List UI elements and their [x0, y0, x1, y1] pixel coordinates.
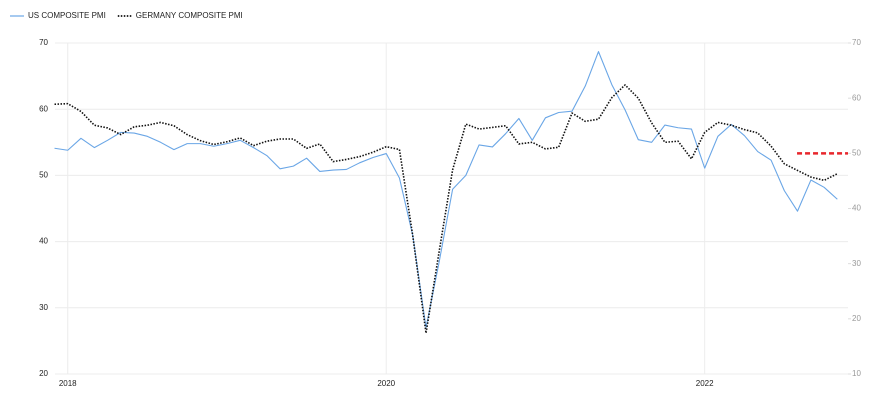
x-tick-label: 2018	[59, 379, 77, 388]
y2-tick-label: 40	[852, 204, 861, 213]
y-tick-label: 30	[39, 303, 48, 312]
series-line	[54, 51, 838, 329]
x-tick-label: 2020	[377, 379, 395, 388]
y-tick-label: 50	[39, 171, 48, 180]
y2-tick-label: 20	[852, 314, 861, 323]
x-tick-label: 2022	[696, 379, 714, 388]
legend-label: GERMANY COMPOSITE PMI	[136, 11, 243, 20]
series-line	[54, 84, 838, 334]
y2-tick-label: 30	[852, 259, 861, 268]
y2-tick-label: 50	[852, 148, 861, 157]
y-tick-label: 70	[39, 38, 48, 47]
y-tick-label: 60	[39, 104, 48, 113]
y-tick-label: 40	[39, 237, 48, 246]
y-tick-label: 20	[39, 369, 48, 378]
y2-tick-label: 10	[852, 369, 861, 378]
y2-tick-label: 60	[852, 93, 861, 102]
legend-label: US COMPOSITE PMI	[28, 11, 106, 20]
y2-tick-label: 70	[852, 38, 861, 47]
